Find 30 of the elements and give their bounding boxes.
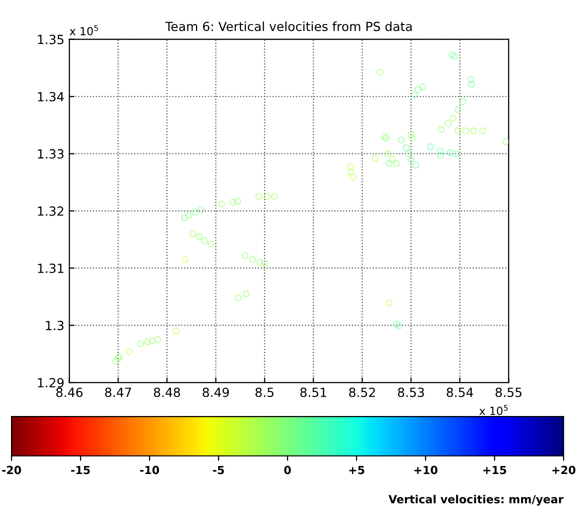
y-tick-label: 1.32: [38, 206, 64, 216]
text: x 10$^{5}$: [70, 25, 98, 36]
x-tick-label: 8.53: [398, 388, 424, 398]
x-tick-label: 8.54: [446, 388, 474, 398]
color-bar-label: +10: [414, 466, 438, 474]
x-tick-label: 8.46: [56, 388, 82, 398]
x-tick-label: 8.47: [105, 388, 132, 398]
color-bar-label: -20: [2, 466, 22, 474]
x-tick-label: 8.55: [496, 388, 522, 398]
color-bar-label: -10: [140, 466, 160, 474]
color-bar-label: -5: [212, 466, 224, 474]
x-tick-label: 8.52: [349, 388, 375, 398]
color-bar-label: +5: [349, 466, 364, 474]
text: x 10$^{5}$: [479, 404, 508, 416]
x-tick-label: 8.51: [300, 388, 326, 398]
y-tick-label: 1.29: [38, 378, 64, 388]
x-tick-label: 8.48: [154, 388, 180, 398]
chart-title: Team 6: Vertical velocities from PS data: [165, 21, 412, 32]
color-bar-label: -15: [71, 466, 90, 474]
y-tick-label: 1.33: [38, 149, 64, 159]
color-bar-label: +15: [483, 466, 506, 474]
y-tick-label: 1.35: [38, 34, 64, 44]
x-tick-label: 8.5: [256, 388, 274, 398]
y-tick-label: 1.34: [38, 92, 64, 102]
x-tick-label: 8.49: [202, 388, 229, 398]
color-bar-label: +20: [552, 466, 576, 474]
y-tick-label: 1.3: [46, 320, 64, 330]
color-bar-label: 0: [284, 466, 291, 474]
color-bar-title: Vertical velocities: mm/year: [388, 494, 564, 506]
y-tick-label: 1.31: [38, 264, 64, 274]
